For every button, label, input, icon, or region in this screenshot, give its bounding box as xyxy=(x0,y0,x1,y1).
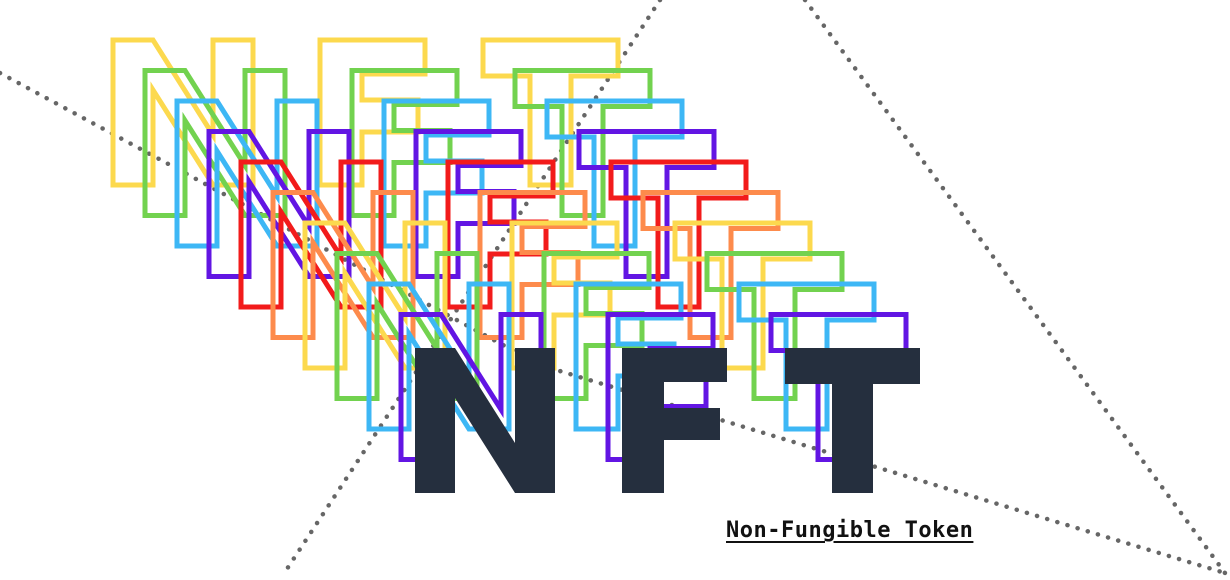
wordmark-letter-n xyxy=(415,348,555,493)
nft-wordmark xyxy=(415,348,920,493)
outline-letter-t xyxy=(736,281,877,432)
outline-letter-n xyxy=(366,281,512,432)
wordmark-letter-f xyxy=(622,348,727,493)
outline-letter-t xyxy=(640,190,781,340)
outline-letter-t xyxy=(512,68,653,218)
outline-letter-t xyxy=(608,159,749,310)
outline-letter-t xyxy=(544,98,685,249)
subtitle-non-fungible-token: Non-Fungible Token xyxy=(726,518,974,543)
outline-letter-t xyxy=(704,251,845,401)
nft-outline-layer xyxy=(366,281,877,432)
outline-letter-f xyxy=(573,281,684,432)
dotted-line xyxy=(802,0,1228,576)
echo-layers xyxy=(110,37,909,462)
dotted-line xyxy=(280,0,663,578)
outline-letter-t xyxy=(672,220,813,371)
outline-letter-t xyxy=(576,129,717,279)
outline-letter-t xyxy=(480,37,621,188)
wordmark-letter-t xyxy=(785,348,920,493)
